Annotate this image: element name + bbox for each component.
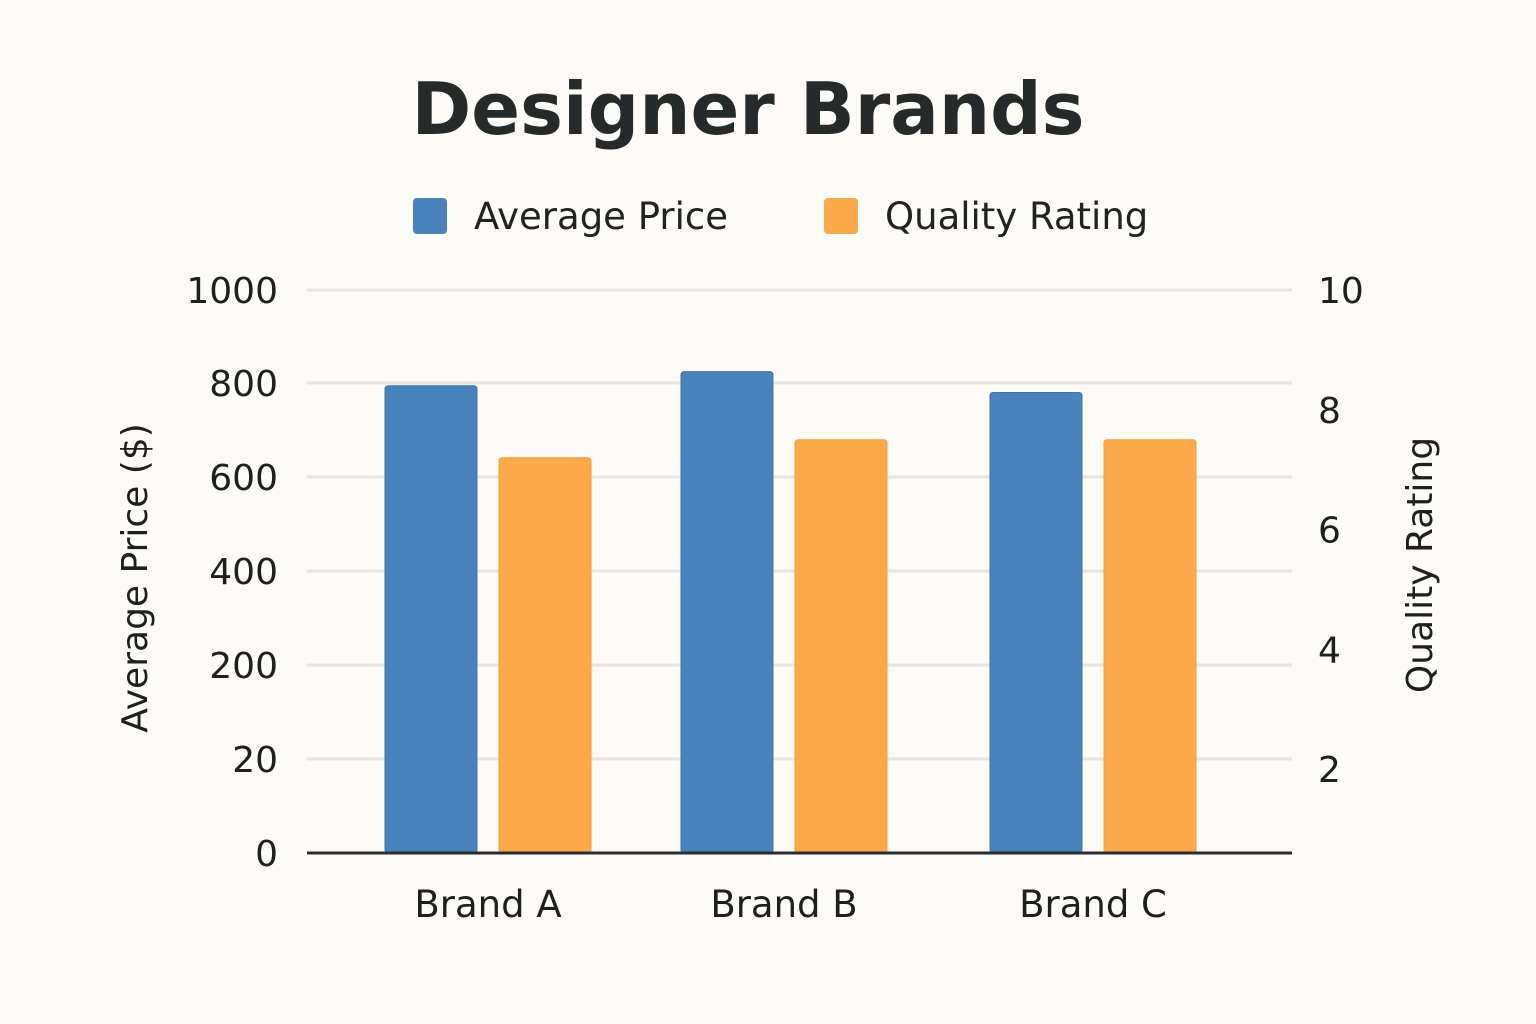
category-label: Brand A	[414, 883, 561, 926]
left-tick-label: 0	[255, 834, 278, 875]
legend-label-quality-rating: Quality Rating	[885, 195, 1148, 238]
right-tick-label: 10	[1318, 271, 1364, 312]
right-tick-label: 6	[1318, 511, 1341, 552]
y2-axis-title: Quality Rating	[1400, 437, 1441, 693]
left-tick-label: 800	[209, 364, 278, 405]
left-axis-ticks: 0 20 200 400 600 800 1000	[186, 271, 278, 875]
bar-quality-rating-brand-b	[794, 439, 888, 854]
bar-average-price-brand-a	[384, 385, 478, 854]
bars	[384, 371, 1197, 854]
category-label: Brand C	[1019, 883, 1167, 926]
left-tick-label: 600	[209, 458, 278, 499]
left-tick-label: 1000	[186, 271, 278, 312]
chart-title: Designer Brands	[412, 67, 1085, 151]
left-tick-label: 400	[209, 552, 278, 593]
category-label: Brand B	[710, 883, 857, 926]
right-tick-label: 2	[1318, 750, 1341, 791]
left-tick-label: 20	[232, 740, 278, 781]
left-tick-label: 200	[209, 646, 278, 687]
right-axis-ticks: 2 4 6 8 10	[1318, 271, 1364, 791]
legend-swatch-average-price	[413, 198, 447, 234]
legend-label-average-price: Average Price	[474, 195, 728, 238]
bar-average-price-brand-b	[680, 371, 774, 854]
right-tick-label: 8	[1318, 391, 1341, 432]
legend-swatch-quality-rating	[824, 198, 858, 234]
bar-quality-rating-brand-c	[1103, 439, 1197, 854]
legend: Average Price Quality Rating	[413, 195, 1148, 238]
category-labels: Brand A Brand B Brand C	[414, 883, 1167, 926]
bar-average-price-brand-c	[989, 391, 1083, 854]
bar-quality-rating-brand-a	[498, 457, 592, 854]
y-axis-title: Average Price ($)	[115, 423, 156, 733]
right-tick-label: 4	[1318, 630, 1341, 671]
